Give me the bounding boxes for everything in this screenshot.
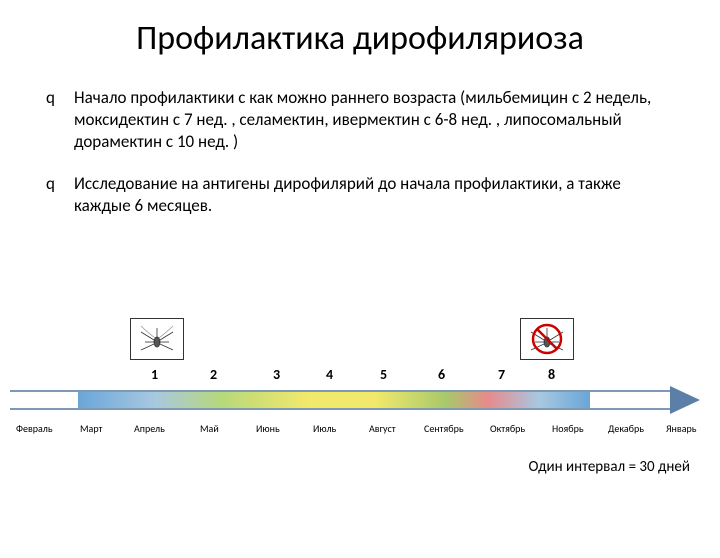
mosquito-end-icon: [520, 318, 574, 360]
month-labels: Февраль Март Апрель Май Июнь Июль Август Сентяб…: [0, 422, 720, 442]
month-label: Июль: [313, 422, 336, 435]
interval-number: 4: [326, 366, 333, 383]
bullet-item: q Начало профилактики с как можно раннег…: [46, 87, 680, 153]
bullet-marker: q: [46, 87, 74, 153]
bar-bottom-border: [10, 408, 670, 410]
month-label: Сентябрь: [424, 422, 464, 435]
bullet-text: Начало профилактики с как можно раннего …: [74, 87, 680, 153]
month-label: Ноябрь: [552, 422, 584, 435]
month-label: Август: [369, 422, 396, 435]
interval-numbers: 1 2 3 4 5 6 7 8: [0, 366, 720, 386]
bullet-text: Исследование на антигены дирофилярий до …: [74, 173, 680, 217]
month-label: Январь: [666, 422, 696, 435]
month-label: Октябрь: [490, 422, 525, 435]
mosquito-start-icon: [130, 318, 184, 360]
month-label: Май: [200, 422, 219, 435]
bullet-item: q Исследование на антигены дирофилярий д…: [46, 173, 680, 217]
month-label: Февраль: [16, 422, 53, 435]
timeline-bar: [10, 390, 710, 412]
season-gradient: [78, 392, 590, 408]
footnote-text: Один интервал = 30 дней: [529, 458, 690, 476]
page-title: Профилактика дирофиляриоза: [0, 18, 720, 59]
month-label: Декабрь: [608, 422, 644, 435]
month-label: Март: [80, 422, 102, 435]
interval-number: 8: [548, 366, 555, 383]
interval-number: 1: [151, 366, 158, 383]
interval-number: 3: [273, 366, 280, 383]
bullet-list: q Начало профилактики с как можно раннег…: [46, 87, 680, 217]
arrow-head-icon: [670, 386, 700, 414]
interval-number: 5: [380, 366, 387, 383]
bullet-marker: q: [46, 173, 74, 217]
interval-number: 2: [210, 366, 217, 383]
interval-number: 6: [438, 366, 445, 383]
month-label: Апрель: [134, 422, 165, 435]
month-label: Июнь: [256, 422, 280, 435]
interval-number: 7: [498, 366, 505, 383]
